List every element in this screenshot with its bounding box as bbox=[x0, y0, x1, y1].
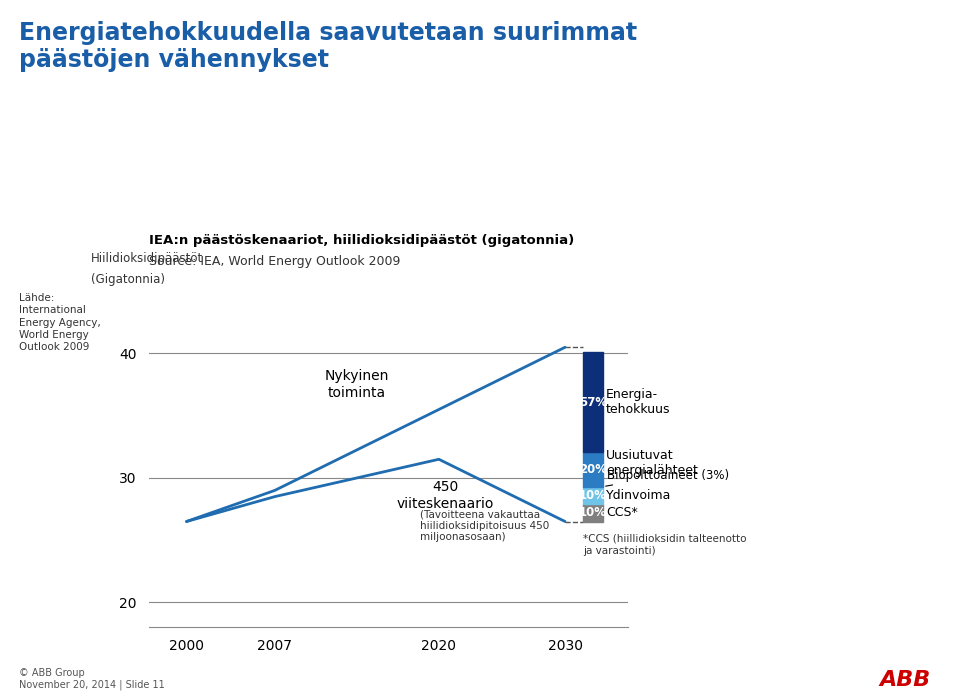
Text: *CCS (hiillidioksidin talteenotto
ja varastointi): *CCS (hiillidioksidin talteenotto ja var… bbox=[583, 534, 746, 556]
Text: Uusiutuvat
energialähteet: Uusiutuvat energialähteet bbox=[606, 449, 698, 477]
Text: Ydinvoima: Ydinvoima bbox=[606, 489, 671, 502]
Text: CCS*: CCS* bbox=[606, 506, 638, 519]
Text: Energia-
tehokkuus: Energia- tehokkuus bbox=[606, 388, 670, 416]
Text: © ABB Group
November 20, 2014 | Slide 11: © ABB Group November 20, 2014 | Slide 11 bbox=[19, 668, 165, 690]
Bar bbox=[583, 452, 603, 487]
Text: Lähde:
International
Energy Agency,
World Energy
Outlook 2009: Lähde: International Energy Agency, Worl… bbox=[19, 293, 101, 353]
Text: (Tavoitteena vakauttaa
hiilidioksidipitoisuus 450
miljoonasosaan): (Tavoitteena vakauttaa hiilidioksidipito… bbox=[420, 509, 550, 542]
Bar bbox=[583, 353, 603, 452]
Text: 57%: 57% bbox=[578, 396, 607, 408]
Text: Biopolttoaineet (3%): Biopolttoaineet (3%) bbox=[606, 468, 729, 487]
Text: 20%: 20% bbox=[579, 463, 607, 476]
Text: IEA:n päästöskenaariot, hiilidioksidipäästöt (gigatonnia): IEA:n päästöskenaariot, hiilidioksidipää… bbox=[149, 234, 573, 247]
Text: ABB: ABB bbox=[879, 670, 930, 690]
Text: Energiatehokkuudella saavutetaan suurimmat
päästöjen vähennykset: Energiatehokkuudella saavutetaan suurimm… bbox=[19, 21, 638, 72]
Text: Hiilidioksidipäästöt: Hiilidioksidipäästöt bbox=[91, 252, 203, 265]
Bar bbox=[583, 487, 603, 504]
Bar bbox=[583, 504, 603, 521]
Text: Nykyinen
toiminta: Nykyinen toiminta bbox=[325, 369, 389, 399]
Text: 450
viiteskenaario: 450 viiteskenaario bbox=[396, 480, 494, 511]
Text: 10%: 10% bbox=[579, 489, 607, 502]
Text: (Gigatonnia): (Gigatonnia) bbox=[91, 273, 165, 286]
Text: Source: IEA, World Energy Outlook 2009: Source: IEA, World Energy Outlook 2009 bbox=[149, 255, 400, 268]
Text: 10%: 10% bbox=[579, 506, 607, 519]
